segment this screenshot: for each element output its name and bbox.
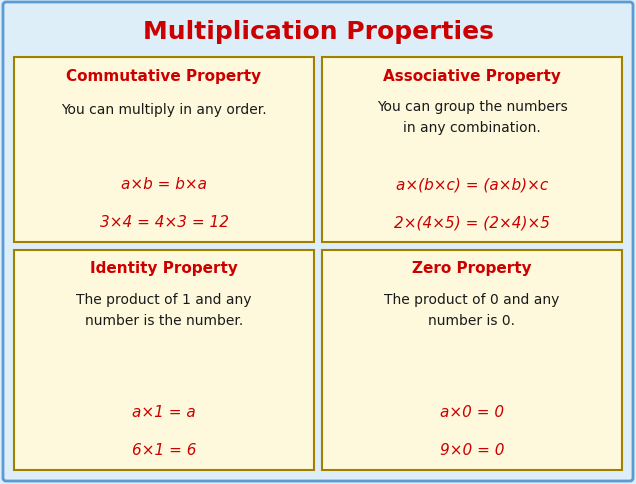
Text: Zero Property: Zero Property [412, 261, 532, 276]
Text: a×1 = a: a×1 = a [132, 405, 196, 420]
Text: 2×(4×5) = (2×4)×5: 2×(4×5) = (2×4)×5 [394, 215, 550, 230]
Text: 9×0 = 0: 9×0 = 0 [439, 442, 504, 457]
Text: a×(b×c) = (a×b)×c: a×(b×c) = (a×b)×c [396, 177, 548, 192]
Text: a×b = b×a: a×b = b×a [121, 177, 207, 192]
Text: Multiplication Properties: Multiplication Properties [142, 20, 494, 44]
Text: The product of 1 and any
number is the number.: The product of 1 and any number is the n… [76, 292, 252, 327]
FancyBboxPatch shape [14, 58, 314, 242]
Text: Associative Property: Associative Property [383, 68, 561, 83]
Text: You can group the numbers
in any combination.: You can group the numbers in any combina… [377, 100, 567, 135]
Text: 6×1 = 6: 6×1 = 6 [132, 442, 197, 457]
FancyBboxPatch shape [322, 251, 622, 470]
Text: Commutative Property: Commutative Property [66, 68, 261, 83]
Text: a×0 = 0: a×0 = 0 [440, 405, 504, 420]
Text: Identity Property: Identity Property [90, 261, 238, 276]
FancyBboxPatch shape [3, 3, 633, 481]
FancyBboxPatch shape [322, 58, 622, 242]
Text: The product of 0 and any
number is 0.: The product of 0 and any number is 0. [384, 292, 560, 327]
FancyBboxPatch shape [14, 251, 314, 470]
Text: You can multiply in any order.: You can multiply in any order. [61, 103, 267, 117]
Text: 3×4 = 4×3 = 12: 3×4 = 4×3 = 12 [99, 215, 228, 230]
